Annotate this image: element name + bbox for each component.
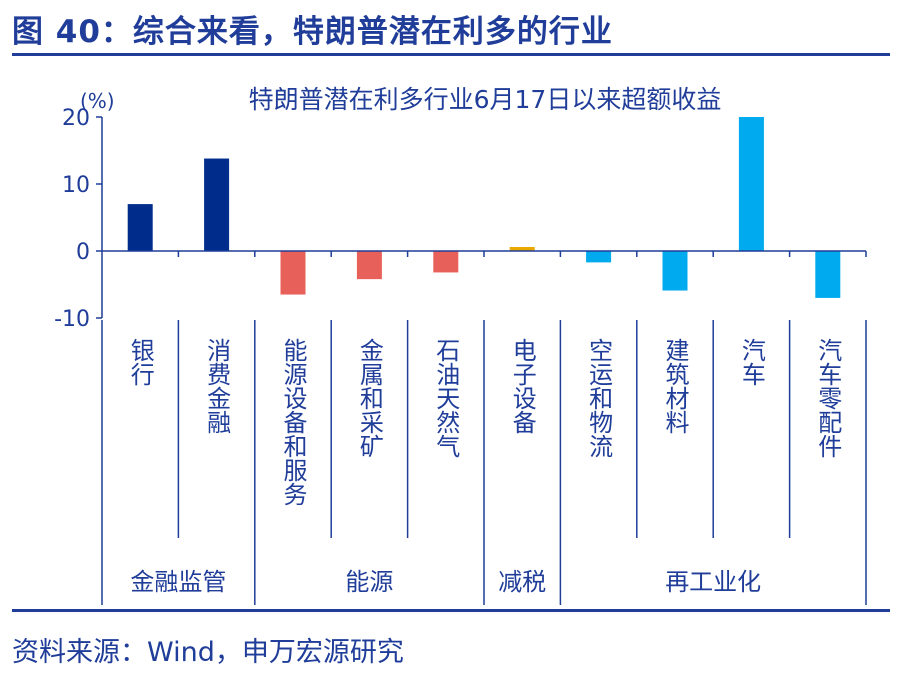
y-tick-label: 10 [62,173,90,198]
group-label: 能源 [345,568,393,596]
category-label: 建筑材料 [661,338,689,434]
bar [815,251,841,298]
category-label: 石油天然气 [432,338,460,458]
group-label: 金融监管 [130,568,226,596]
bar [509,246,535,251]
category-label: 汽车 [737,338,765,386]
bar [586,251,612,263]
bar [662,251,688,291]
group-label: 再工业化 [665,568,761,596]
bar [433,251,459,273]
bar [204,158,230,251]
category-label: 银行 [126,338,154,386]
y-tick-label: 20 [62,106,90,131]
source-note: 资料来源：Wind，申万宏源研究 [12,637,404,668]
y-tick-label: -10 [54,307,90,332]
excess-return-bar-chart: 特朗普潜在利多行业6月17日以来超额收益 (%)20 10 0 -10 银行 消费金融 能源设… [54,85,867,605]
y-unit-label: (%) [80,89,115,113]
category-label: 金属和采矿 [355,338,383,458]
bar [738,117,764,251]
bar [280,251,306,295]
bar [127,204,153,251]
group-label: 减税 [498,568,546,596]
category-label: 汽车零配件 [814,338,842,458]
category-label: 电子设备 [508,338,536,434]
figure-title: 图 40：综合来看，特朗普潜在利多的行业 [12,14,613,50]
bottom-divider [12,609,890,612]
bar [356,251,382,280]
y-tick-label: 0 [76,240,90,265]
category-label: 消费金融 [203,338,231,434]
chart-title: 特朗普潜在利多行业6月17日以来超额收益 [249,85,722,114]
title-divider [12,53,890,56]
category-label: 空运和物流 [585,338,613,458]
category-label: 能源设备和服务 [279,338,307,506]
